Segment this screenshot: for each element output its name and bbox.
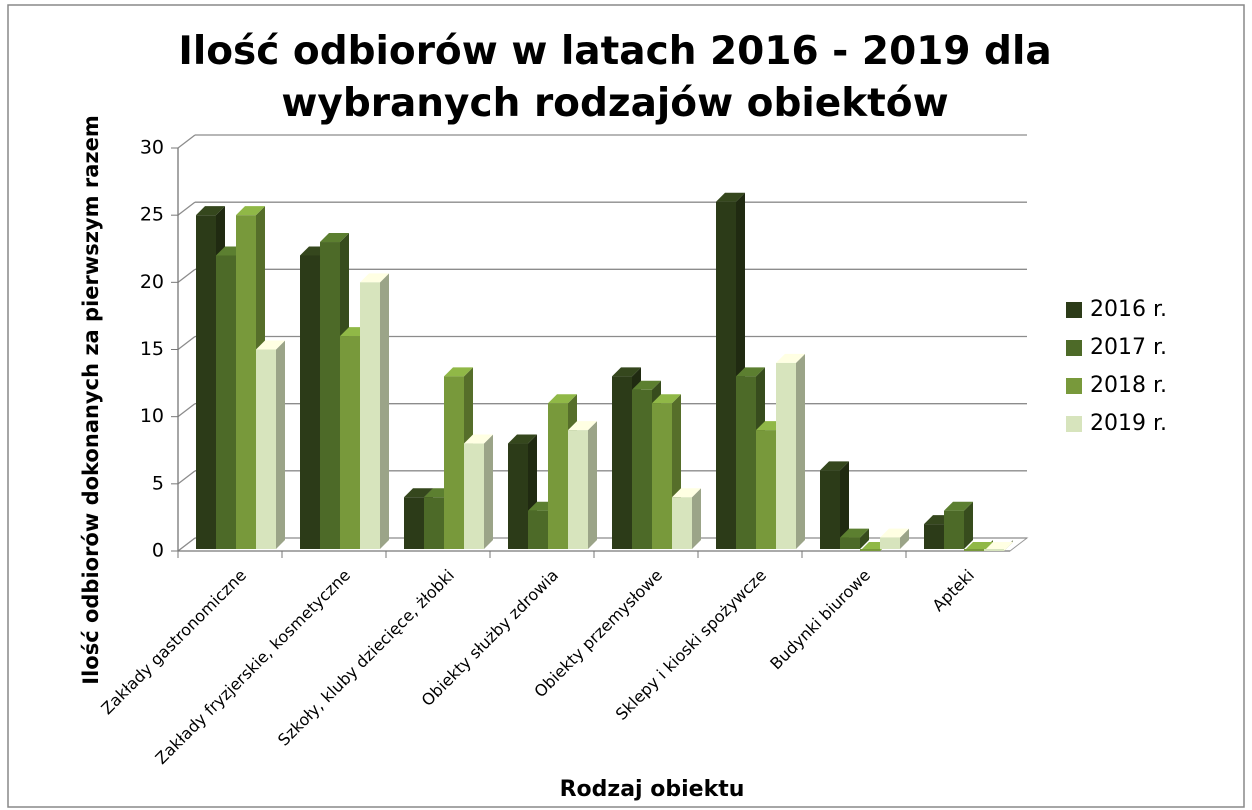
bar-side	[276, 340, 285, 549]
bar	[880, 537, 900, 549]
bar-top	[944, 501, 973, 511]
bar	[528, 510, 548, 549]
bar	[964, 549, 984, 551]
bar-top	[820, 461, 849, 471]
legend-label: 2019 r.	[1090, 411, 1167, 436]
bar	[820, 470, 840, 549]
bar-side	[860, 528, 869, 549]
bar-top	[404, 488, 433, 498]
bar	[632, 389, 652, 549]
bar	[340, 336, 360, 549]
bar	[568, 430, 588, 549]
bar	[924, 524, 944, 549]
y-tick-label: 15	[140, 338, 164, 360]
bar	[300, 255, 320, 549]
bar	[756, 430, 776, 549]
y-tick-label: 5	[152, 472, 164, 494]
bar-top	[196, 206, 225, 216]
bar	[652, 403, 672, 549]
legend-label: 2016 r.	[1090, 297, 1167, 322]
bar-top	[652, 394, 681, 404]
chart-title: Ilość odbiorów w latach 2016 - 2019 dla …	[178, 29, 1052, 126]
y-tick-label: 0	[152, 540, 164, 562]
bar-top	[568, 421, 597, 431]
bar-top	[672, 488, 701, 498]
legend-swatch	[1066, 416, 1082, 432]
grid-line-side	[177, 335, 196, 351]
y-tick-label: 30	[140, 137, 164, 159]
bar	[236, 215, 256, 549]
grid-line-side	[177, 403, 196, 418]
legend-label: 2018 r.	[1090, 373, 1167, 398]
bar-top	[632, 380, 661, 390]
bar-side	[380, 273, 389, 549]
bar	[612, 376, 632, 549]
bar	[320, 242, 340, 550]
grid-line-side	[177, 201, 196, 216]
bar	[840, 537, 860, 549]
bar	[860, 549, 880, 551]
bar	[424, 497, 444, 549]
bar-top	[840, 528, 869, 538]
grid-line-side	[177, 268, 196, 283]
bar	[508, 443, 528, 549]
bar-top	[776, 353, 805, 363]
bar-side	[484, 434, 493, 549]
bar-top	[880, 528, 909, 538]
bar	[404, 497, 424, 549]
bar	[548, 403, 568, 549]
legend-swatch	[1066, 378, 1082, 394]
y-axis-title: Ilość odbiorów dokonanych za pierwszym r…	[79, 115, 103, 684]
y-tick-label: 25	[140, 204, 164, 226]
bar-top	[444, 367, 473, 377]
bar	[360, 282, 380, 549]
legend-label: 2017 r.	[1090, 335, 1167, 360]
bar	[736, 376, 756, 549]
bar	[716, 201, 736, 549]
legend-swatch	[1066, 340, 1082, 356]
bar-top	[736, 367, 765, 377]
bar-side	[900, 528, 909, 549]
bar-top	[716, 192, 745, 202]
bar-top	[508, 434, 537, 444]
bar-top	[464, 434, 493, 444]
bar	[944, 510, 964, 549]
bar	[984, 549, 1004, 551]
bar	[444, 376, 464, 549]
bar	[464, 443, 484, 549]
legend-swatch	[1066, 302, 1082, 318]
bar	[672, 497, 692, 549]
bar-side	[796, 353, 805, 549]
bar	[776, 362, 796, 549]
bar-side	[964, 501, 973, 549]
bar	[216, 255, 236, 549]
bar-top	[964, 542, 993, 551]
grid-line-side	[177, 134, 196, 149]
bar-top	[236, 206, 265, 216]
y-tick-label: 20	[140, 271, 164, 293]
bar-side	[692, 488, 701, 549]
bar-side	[840, 461, 849, 549]
grid-line-side	[177, 470, 196, 485]
bar-top	[256, 340, 285, 350]
grid-line-side	[177, 537, 196, 552]
bar-top	[984, 542, 1013, 551]
bar-top	[548, 394, 577, 404]
bar-top	[360, 273, 389, 283]
y-tick-label: 10	[140, 405, 164, 427]
x-axis-title: Rodzaj obiektu	[560, 777, 745, 802]
bar	[196, 215, 216, 549]
bar	[256, 349, 276, 549]
bar-top	[612, 367, 641, 377]
bar-side	[588, 421, 597, 549]
bar-top	[320, 233, 349, 243]
